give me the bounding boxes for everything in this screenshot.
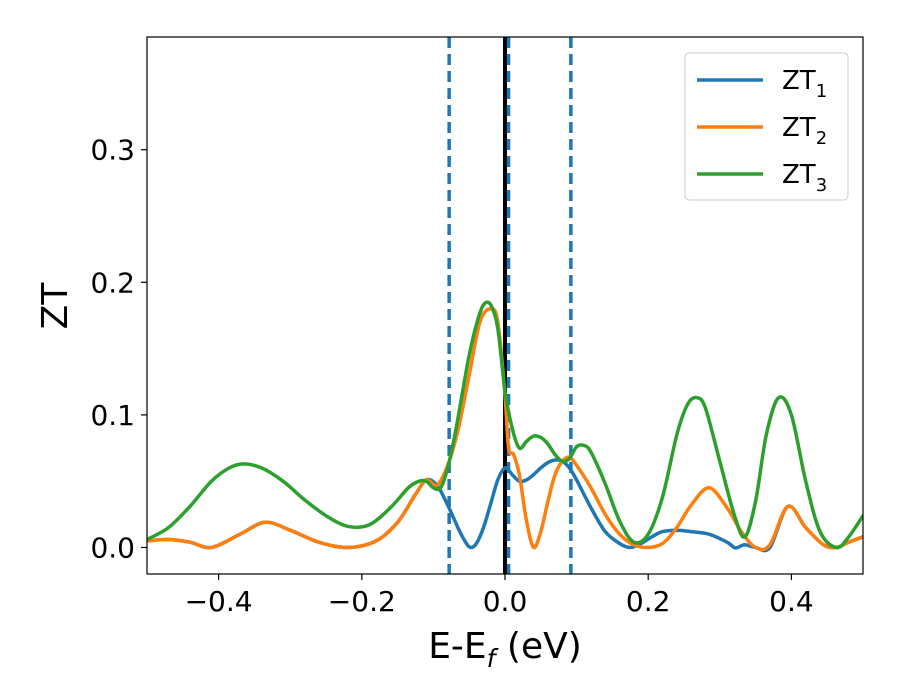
legend: ZT1 ZT2 ZT3	[684, 52, 849, 201]
y-tick-label: 0.1	[90, 399, 135, 432]
legend-label-zt1: ZT1	[782, 66, 827, 102]
x-axis-title: E-Ef (eV)	[428, 626, 582, 673]
legend-label-zt2: ZT2	[782, 113, 827, 149]
x-tick-label: 0.4	[769, 585, 814, 618]
legend-box	[684, 52, 849, 201]
x-tick-label: −0.4	[185, 585, 253, 618]
legend-label-zt3: ZT3	[782, 160, 827, 196]
y-axis-ticks: 0.0 0.1 0.2 0.3	[90, 134, 147, 564]
y-tick-label: 0.2	[90, 266, 135, 299]
x-tick-label: 0.2	[626, 585, 671, 618]
series-lines	[147, 300, 863, 553]
x-tick-label: −0.2	[328, 585, 396, 618]
x-axis-ticks: −0.4 −0.2 0.0 0.2 0.4	[185, 574, 814, 618]
y-tick-label: 0.0	[90, 531, 135, 564]
y-tick-label: 0.3	[90, 134, 135, 167]
series-line-zt3	[147, 300, 863, 550]
reference-lines	[447, 37, 573, 574]
x-tick-label: 0.0	[483, 585, 528, 618]
y-axis-title: ZT	[35, 282, 76, 330]
